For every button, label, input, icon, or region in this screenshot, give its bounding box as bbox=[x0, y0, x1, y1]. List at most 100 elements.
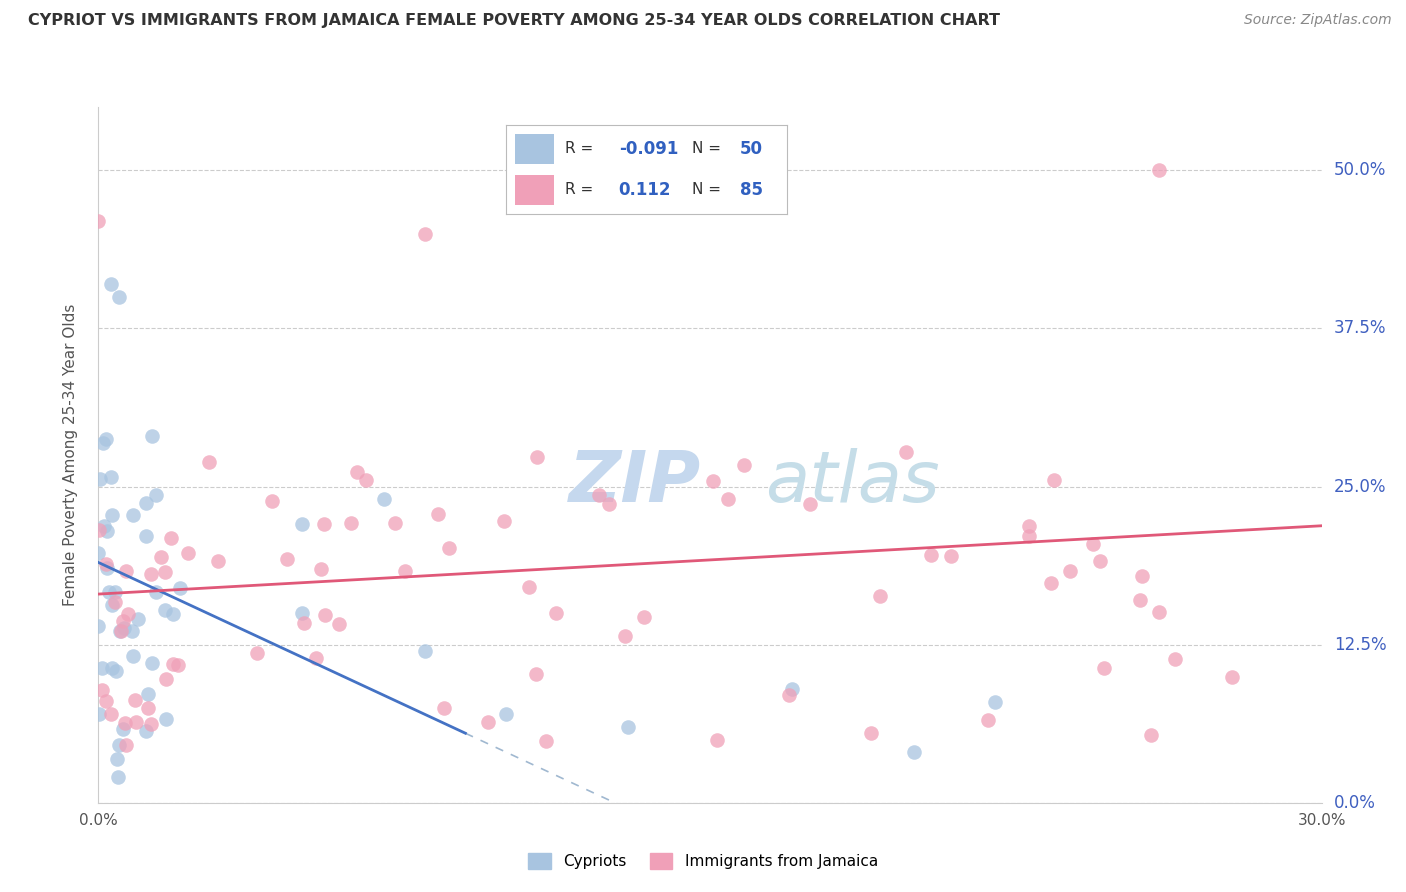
Point bbox=[519, 581, 541, 595]
Point bbox=[101, 599, 124, 613]
Point bbox=[309, 562, 332, 576]
Point bbox=[799, 497, 821, 511]
Text: 50.0%: 50.0% bbox=[1334, 161, 1386, 179]
Point bbox=[534, 734, 557, 748]
Point bbox=[167, 657, 190, 672]
Point bbox=[136, 700, 159, 714]
Point bbox=[145, 488, 167, 502]
Point bbox=[91, 661, 114, 675]
Point bbox=[87, 523, 110, 537]
Point bbox=[110, 624, 132, 638]
Point bbox=[304, 651, 326, 665]
Point bbox=[291, 517, 314, 532]
Point bbox=[96, 694, 118, 708]
Point bbox=[100, 661, 122, 675]
Point bbox=[198, 455, 221, 469]
Point bbox=[437, 541, 460, 555]
Point bbox=[427, 507, 450, 521]
Point bbox=[314, 516, 336, 531]
Text: 0.112: 0.112 bbox=[619, 181, 671, 199]
Point bbox=[260, 494, 283, 508]
Point bbox=[155, 672, 177, 686]
Point bbox=[1139, 728, 1161, 742]
Text: -0.091: -0.091 bbox=[619, 140, 678, 158]
Point bbox=[111, 722, 134, 736]
Point bbox=[477, 714, 499, 729]
Text: Source: ZipAtlas.com: Source: ZipAtlas.com bbox=[1244, 13, 1392, 28]
Point bbox=[1129, 592, 1152, 607]
Point bbox=[115, 564, 138, 578]
Point bbox=[1018, 519, 1040, 533]
Point bbox=[340, 516, 363, 531]
Point bbox=[162, 607, 184, 621]
Point bbox=[977, 714, 1000, 728]
Point bbox=[96, 524, 118, 538]
Point bbox=[1147, 163, 1170, 178]
Point bbox=[108, 290, 131, 304]
Point bbox=[105, 752, 128, 766]
Text: N =: N = bbox=[692, 183, 725, 197]
Point bbox=[169, 581, 191, 595]
Text: CYPRIOT VS IMMIGRANTS FROM JAMAICA FEMALE POVERTY AMONG 25-34 YEAR OLDS CORRELAT: CYPRIOT VS IMMIGRANTS FROM JAMAICA FEMAL… bbox=[28, 13, 1000, 29]
Text: R =: R = bbox=[565, 142, 599, 156]
Point bbox=[207, 554, 229, 568]
Point bbox=[526, 450, 548, 464]
Point bbox=[111, 615, 134, 629]
Point bbox=[93, 435, 115, 450]
Point bbox=[433, 701, 456, 715]
Point bbox=[1042, 473, 1064, 487]
Point bbox=[780, 681, 803, 696]
Point bbox=[314, 608, 336, 623]
Point bbox=[1059, 565, 1081, 579]
Point bbox=[104, 584, 127, 599]
Point bbox=[292, 616, 315, 631]
Point bbox=[87, 214, 110, 228]
Point bbox=[291, 606, 314, 620]
Point bbox=[153, 603, 176, 617]
Point bbox=[96, 557, 118, 571]
Point bbox=[633, 610, 655, 624]
Point bbox=[87, 546, 110, 560]
Point bbox=[89, 706, 111, 721]
Point bbox=[413, 227, 436, 241]
Text: 50: 50 bbox=[740, 140, 762, 158]
Point bbox=[121, 508, 143, 522]
FancyBboxPatch shape bbox=[515, 175, 554, 205]
Text: N =: N = bbox=[692, 142, 725, 156]
Point bbox=[141, 656, 163, 670]
Point bbox=[135, 496, 157, 510]
Point bbox=[588, 488, 610, 502]
Text: 85: 85 bbox=[740, 181, 762, 199]
Point bbox=[90, 682, 112, 697]
Point bbox=[141, 567, 163, 582]
Point bbox=[717, 491, 740, 506]
Point bbox=[117, 607, 139, 621]
Point bbox=[413, 644, 436, 658]
Point bbox=[155, 712, 177, 726]
Point bbox=[860, 726, 883, 740]
Point bbox=[1081, 537, 1104, 551]
Point bbox=[896, 445, 918, 459]
Point bbox=[869, 590, 891, 604]
Point bbox=[328, 617, 350, 632]
Point bbox=[139, 717, 162, 731]
Point bbox=[492, 514, 515, 528]
Text: 0.0%: 0.0% bbox=[1334, 794, 1375, 812]
Point bbox=[125, 714, 148, 729]
Point bbox=[112, 621, 135, 635]
Point bbox=[89, 472, 111, 486]
Point bbox=[160, 531, 183, 545]
Point bbox=[114, 716, 136, 731]
Point bbox=[100, 470, 122, 484]
Point bbox=[1220, 670, 1243, 684]
Point bbox=[124, 692, 146, 706]
Text: 25.0%: 25.0% bbox=[1334, 477, 1386, 496]
Point bbox=[96, 560, 118, 574]
Point bbox=[598, 497, 620, 511]
Point bbox=[702, 475, 724, 489]
Point bbox=[177, 546, 200, 560]
Point bbox=[384, 516, 406, 531]
Point bbox=[98, 585, 121, 599]
Point bbox=[706, 733, 728, 747]
Text: ZIP: ZIP bbox=[569, 449, 702, 517]
